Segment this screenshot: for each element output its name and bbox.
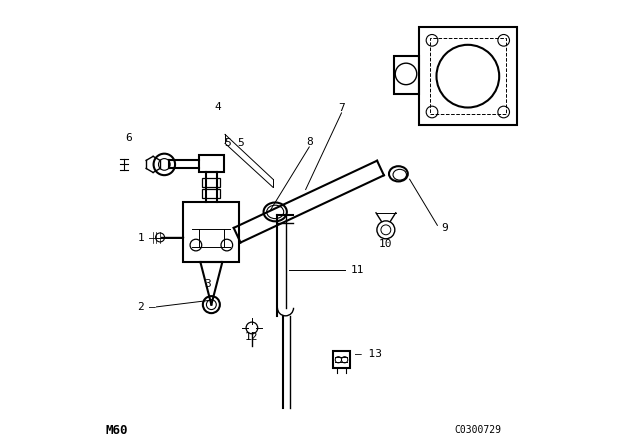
- Bar: [419, 27, 517, 125]
- Text: 11: 11: [351, 265, 364, 275]
- Text: 2: 2: [138, 302, 144, 312]
- Text: 9: 9: [441, 223, 448, 233]
- Text: M60: M60: [106, 423, 129, 437]
- Bar: [184, 202, 239, 262]
- Text: 6: 6: [125, 133, 132, 143]
- Text: 7: 7: [338, 103, 345, 112]
- Text: —: —: [149, 302, 156, 312]
- Text: 4: 4: [214, 102, 221, 112]
- Bar: [199, 155, 224, 172]
- Text: 5: 5: [237, 138, 244, 148]
- Text: 12: 12: [245, 332, 259, 342]
- Bar: [333, 351, 351, 368]
- Text: C0300729: C0300729: [454, 425, 501, 435]
- Text: 1: 1: [138, 233, 144, 243]
- Text: —: —: [149, 233, 156, 243]
- Bar: [394, 56, 419, 94]
- Text: 3: 3: [205, 280, 211, 289]
- Bar: [202, 189, 220, 198]
- Text: 8: 8: [306, 138, 312, 147]
- Text: 10: 10: [379, 239, 392, 249]
- Text: — 13: — 13: [355, 349, 382, 359]
- Text: 5: 5: [224, 138, 230, 148]
- Bar: [430, 38, 506, 114]
- Bar: [202, 178, 220, 187]
